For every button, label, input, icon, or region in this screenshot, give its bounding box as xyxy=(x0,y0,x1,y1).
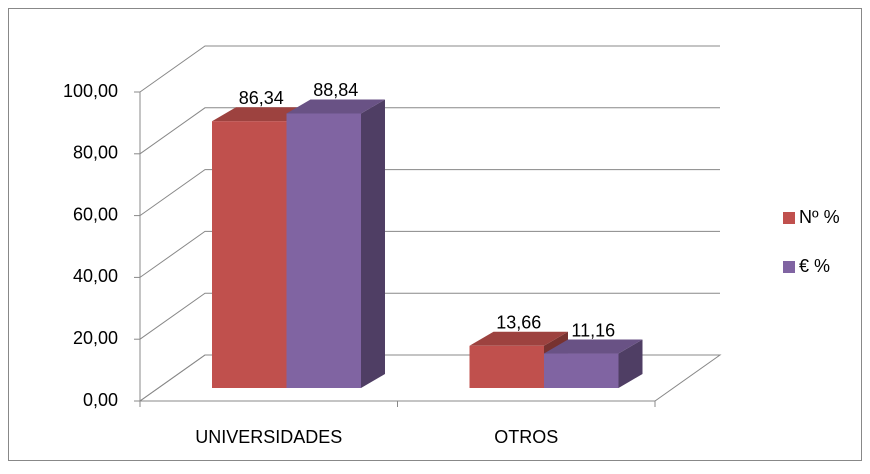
bar xyxy=(469,345,544,388)
legend-label: Nº % xyxy=(799,207,840,227)
bar xyxy=(544,353,619,388)
y-tick-label: 60,00 xyxy=(73,204,118,224)
data-label: 11,16 xyxy=(571,320,615,340)
y-tick-label: 0,00 xyxy=(83,390,118,410)
legend-swatch xyxy=(783,261,795,273)
bar-top xyxy=(212,107,311,122)
data-label: 86,34 xyxy=(239,88,284,108)
grid-line xyxy=(139,107,720,155)
data-label: 13,66 xyxy=(496,313,541,333)
y-tick-label: 40,00 xyxy=(73,266,118,286)
y-tick-label: 100,00 xyxy=(63,81,118,101)
data-label: 88,84 xyxy=(313,80,358,100)
bar xyxy=(212,121,287,388)
legend-label: € % xyxy=(799,256,830,276)
legend-swatch xyxy=(783,212,795,224)
x-tick-label: UNIVERSIDADES xyxy=(195,427,342,447)
x-tick-label: OTROS xyxy=(494,427,558,447)
bar-side xyxy=(618,339,643,388)
grid-line xyxy=(139,169,720,217)
bar-side xyxy=(361,99,385,388)
grid-line xyxy=(139,45,720,93)
grid-line xyxy=(139,230,720,278)
bar-top xyxy=(469,331,568,346)
y-tick-label: 20,00 xyxy=(73,328,118,348)
bar-top xyxy=(544,339,643,354)
chart-frame xyxy=(8,8,862,461)
y-tick-label: 80,00 xyxy=(73,143,118,163)
grid-line xyxy=(139,292,720,340)
bar xyxy=(286,113,361,388)
bar-top xyxy=(286,99,385,114)
